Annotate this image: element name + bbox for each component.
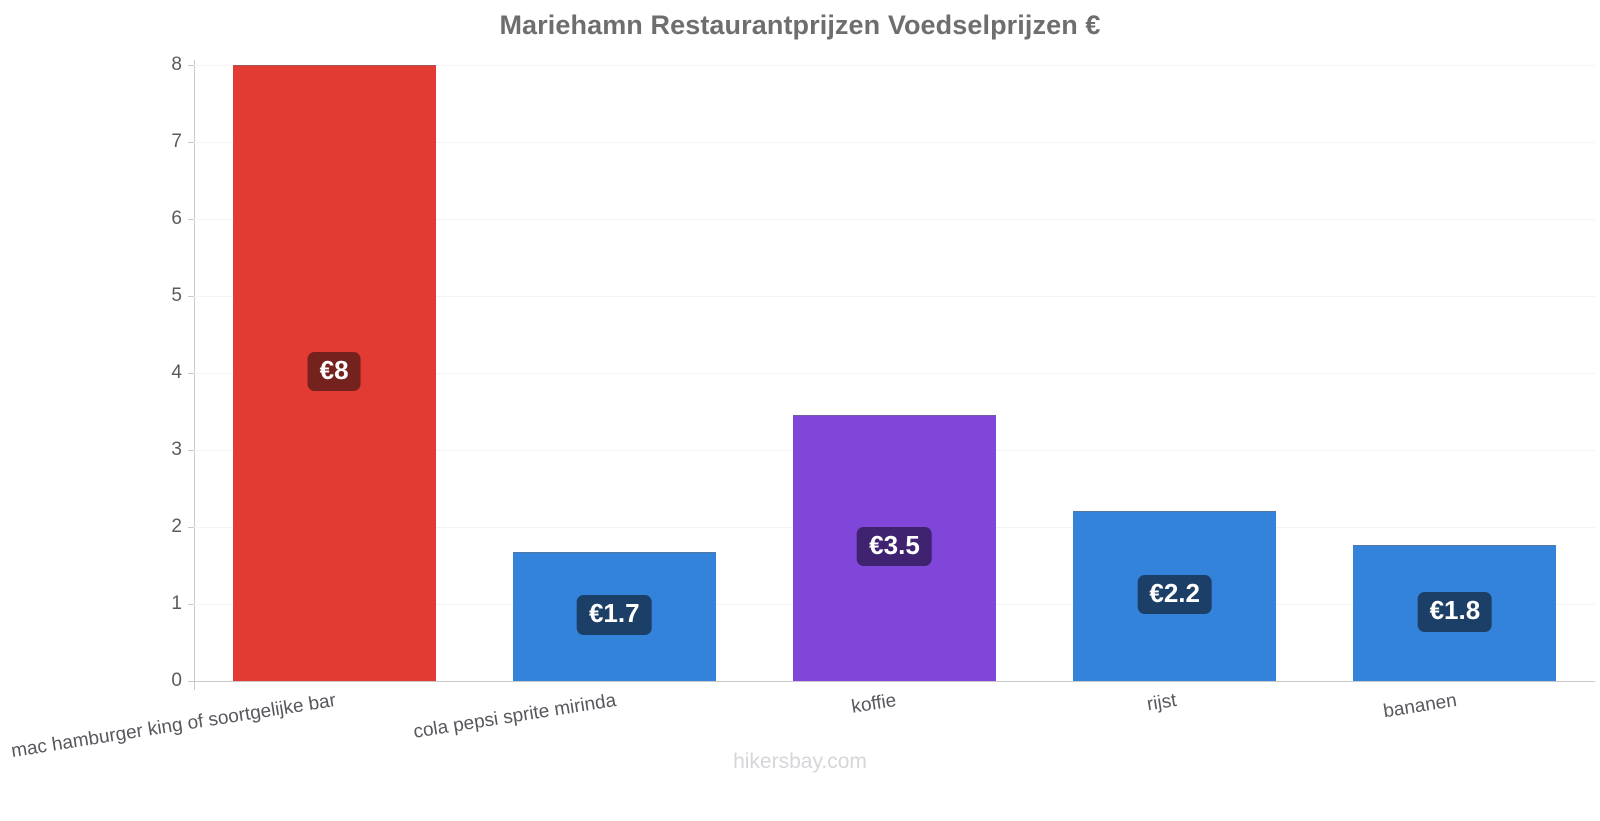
grid-line [194,296,1595,297]
y-tick-mark [188,65,194,66]
bar[interactable]: €8 [232,65,436,681]
bar-chart: Mariehamn Restaurantprijzen Voedselprijz… [9,10,1595,773]
chart-title: Mariehamn Restaurantprijzen Voedselprijz… [499,10,1101,40]
y-tick-mark [188,373,194,374]
y-tick-mark [188,681,194,682]
y-tick-label: 6 [171,208,182,229]
grid-line [194,373,1595,374]
y-tick-mark [188,219,194,220]
watermark: hikersbay.com [733,750,867,773]
y-tick-label: 7 [171,131,182,152]
plot-area: €8 €1.7 €3.5 €2.2 €1.8 [194,65,1595,681]
y-tick-label: 4 [171,362,182,383]
bar[interactable]: €2.2 [1073,510,1277,681]
grid-line [194,142,1595,143]
y-tick-label: 2 [171,516,182,537]
y-tick-mark [188,604,194,605]
bar-value-label: €3.5 [857,526,932,567]
bar[interactable]: €3.5 [792,414,997,681]
grid-line [194,65,1595,66]
y-tick-label: 3 [171,439,182,460]
y-tick-mark [188,296,194,297]
x-axis-spine [194,681,1595,682]
y-tick-mark [188,527,194,528]
bar-value-label: €1.8 [1417,592,1493,632]
y-axis-spine [194,60,195,690]
y-tick-label: 8 [171,54,182,75]
y-tick-label: 5 [171,285,182,306]
grid-line [194,219,1595,220]
y-tick-mark [188,450,194,451]
bar-value-label: €8 [307,352,361,392]
bar[interactable]: €1.7 [512,551,716,681]
y-tick-label: 0 [171,670,182,691]
y-tick-mark [188,142,194,143]
bar-value-label: €1.7 [576,595,652,635]
bar[interactable]: €1.8 [1353,545,1557,681]
bar-value-label: €2.2 [1137,574,1212,615]
y-tick-label: 1 [171,593,182,614]
